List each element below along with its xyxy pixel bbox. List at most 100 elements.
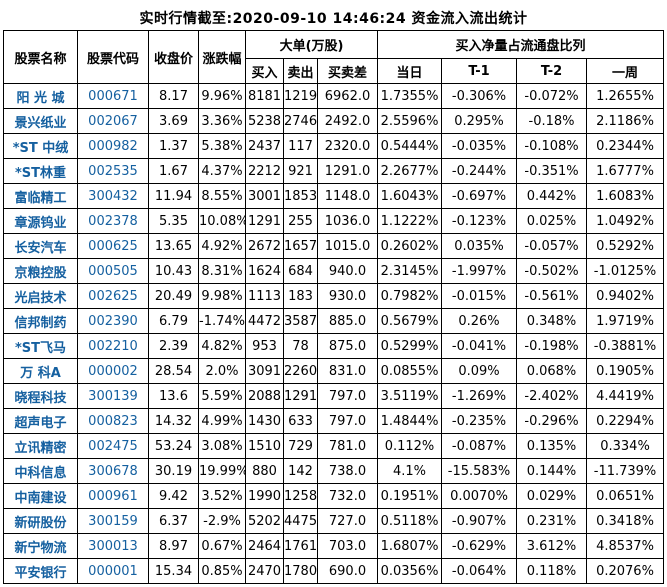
cell-ratio-t1: -1.269% — [441, 383, 518, 409]
cell-stock-code[interactable]: 002625 — [77, 283, 149, 309]
table-row: 中科信息 300678 30.19 19.99% 880 142 738.0 4… — [3, 458, 665, 484]
cell-sell-volume: 1258 — [283, 483, 318, 509]
cell-ratio-week: 4.8537% — [586, 533, 665, 559]
table-row: *ST飞马 002210 2.39 4.82% 953 78 875.0 0.5… — [3, 333, 665, 359]
cell-buy-volume: 4472 — [245, 308, 284, 334]
cell-stock-name[interactable]: 中科信息 — [3, 458, 78, 484]
cell-ratio-today: 0.0356% — [377, 558, 443, 584]
cell-ratio-t2: 0.231% — [516, 508, 588, 534]
cell-stock-name[interactable]: 立讯精密 — [3, 433, 78, 459]
cell-change-pct: 8.31% — [198, 258, 246, 284]
cell-stock-code[interactable]: 002390 — [77, 308, 149, 334]
table-row: 立讯精密 002475 53.24 3.08% 1510 729 781.0 0… — [3, 433, 665, 459]
cell-stock-name[interactable]: *ST飞马 — [3, 333, 78, 359]
cell-ratio-week: 1.2655% — [586, 83, 665, 109]
cell-stock-code[interactable]: 000001 — [77, 558, 149, 584]
cell-stock-name[interactable]: 新研股份 — [3, 508, 78, 534]
cell-stock-name[interactable]: 中南建设 — [3, 483, 78, 509]
cell-stock-code[interactable]: 300678 — [77, 458, 149, 484]
cell-buy-sell-diff: 2492.0 — [316, 108, 379, 134]
cell-buy-sell-diff: 1291.0 — [316, 158, 379, 184]
table-row: 万 科A 000002 28.54 2.0% 3091 2260 831.0 0… — [3, 358, 665, 384]
cell-buy-sell-diff: 797.0 — [316, 383, 379, 409]
cell-change-pct: -2.9% — [198, 508, 246, 534]
cell-stock-code[interactable]: 300159 — [77, 508, 149, 534]
cell-stock-name[interactable]: 京粮控股 — [3, 258, 78, 284]
cell-stock-code[interactable]: 002535 — [77, 158, 149, 184]
cell-ratio-t1: -0.244% — [441, 158, 518, 184]
cell-close-price: 6.79 — [148, 308, 199, 334]
cell-ratio-week: 0.5292% — [586, 233, 665, 259]
cell-stock-code[interactable]: 000982 — [77, 133, 149, 159]
cell-ratio-week: 4.4419% — [586, 383, 665, 409]
cell-sell-volume: 2746 — [283, 108, 318, 134]
cell-sell-volume: 117 — [283, 133, 318, 159]
cell-stock-code[interactable]: 000823 — [77, 408, 149, 434]
cell-stock-name[interactable]: *ST林重 — [3, 158, 78, 184]
table-row: 光启技术 002625 20.49 9.98% 1113 183 930.0 0… — [3, 283, 665, 309]
cell-stock-name[interactable]: 富临精工 — [3, 183, 78, 209]
cell-ratio-t1: -1.997% — [441, 258, 518, 284]
cell-stock-name[interactable]: 景兴纸业 — [3, 108, 78, 134]
cell-close-price: 13.6 — [148, 383, 199, 409]
cell-stock-name[interactable]: 阳 光 城 — [3, 83, 78, 109]
cell-buy-volume: 1291 — [245, 208, 284, 234]
cell-ratio-week: 1.0492% — [586, 208, 665, 234]
cell-buy-volume: 1510 — [245, 433, 284, 459]
cell-buy-volume: 1113 — [245, 283, 284, 309]
table-header: 股票名称 股票代码 收盘价 涨跌幅 大单(万股) 买入净量占流通盘比列 买入 卖… — [3, 30, 665, 84]
cell-change-pct: 3.52% — [198, 483, 246, 509]
table-row: *ST林重 002535 1.67 4.37% 2212 921 1291.0 … — [3, 158, 665, 184]
cell-stock-code[interactable]: 300013 — [77, 533, 149, 559]
cell-stock-code[interactable]: 002067 — [77, 108, 149, 134]
cell-stock-code[interactable]: 300139 — [77, 383, 149, 409]
cell-stock-code[interactable]: 002378 — [77, 208, 149, 234]
cell-change-pct: 3.08% — [198, 433, 246, 459]
cell-stock-name[interactable]: 新宁物流 — [3, 533, 78, 559]
cell-stock-code[interactable]: 000505 — [77, 258, 149, 284]
table-row: 章源钨业 002378 5.35 10.08% 1291 255 1036.0 … — [3, 208, 665, 234]
cell-stock-name[interactable]: 光启技术 — [3, 283, 78, 309]
cell-ratio-t2: 0.135% — [516, 433, 588, 459]
cell-sell-volume: 183 — [283, 283, 318, 309]
cell-stock-name[interactable]: 章源钨业 — [3, 208, 78, 234]
cell-stock-name[interactable]: 超声电子 — [3, 408, 78, 434]
cell-stock-code[interactable]: 000671 — [77, 83, 149, 109]
cell-sell-volume: 1761 — [283, 533, 318, 559]
cell-ratio-t2: -0.072% — [516, 83, 588, 109]
cell-sell-volume: 1853 — [283, 183, 318, 209]
cell-stock-code[interactable]: 300432 — [77, 183, 149, 209]
cell-stock-code[interactable]: 000002 — [77, 358, 149, 384]
cell-stock-name[interactable]: 长安汽车 — [3, 233, 78, 259]
cell-close-price: 14.32 — [148, 408, 199, 434]
cell-stock-code[interactable]: 002475 — [77, 433, 149, 459]
cell-ratio-t2: -0.198% — [516, 333, 588, 359]
stocks-table: 股票名称 股票代码 收盘价 涨跌幅 大单(万股) 买入净量占流通盘比列 买入 卖… — [3, 30, 665, 584]
header-close-price: 收盘价 — [148, 30, 199, 84]
cell-sell-volume: 142 — [283, 458, 318, 484]
cell-stock-code[interactable]: 002210 — [77, 333, 149, 359]
cell-sell-volume: 1291 — [283, 383, 318, 409]
cell-buy-sell-diff: 940.0 — [316, 258, 379, 284]
cell-stock-name[interactable]: 平安银行 — [3, 558, 78, 584]
cell-buy-volume: 5202 — [245, 508, 284, 534]
cell-ratio-t1: -0.907% — [441, 508, 518, 534]
cell-stock-name[interactable]: 万 科A — [3, 358, 78, 384]
table-row: 富临精工 300432 11.94 8.55% 3001 1853 1148.0… — [3, 183, 665, 209]
cell-stock-name[interactable]: 晓程科技 — [3, 383, 78, 409]
cell-change-pct: 8.55% — [198, 183, 246, 209]
cell-stock-code[interactable]: 000625 — [77, 233, 149, 259]
cell-ratio-t2: 0.348% — [516, 308, 588, 334]
cell-ratio-today: 1.6807% — [377, 533, 443, 559]
cell-ratio-week: 1.6083% — [586, 183, 665, 209]
cell-ratio-today: 2.5596% — [377, 108, 443, 134]
cell-ratio-week: 0.3418% — [586, 508, 665, 534]
cell-stock-code[interactable]: 000961 — [77, 483, 149, 509]
header-sell: 卖出 — [283, 58, 318, 84]
cell-sell-volume: 633 — [283, 408, 318, 434]
header-change-pct: 涨跌幅 — [198, 30, 246, 84]
cell-stock-name[interactable]: 信邦制药 — [3, 308, 78, 334]
cell-sell-volume: 1780 — [283, 558, 318, 584]
cell-stock-name[interactable]: *ST 中绒 — [3, 133, 78, 159]
cell-ratio-t2: 0.029% — [516, 483, 588, 509]
